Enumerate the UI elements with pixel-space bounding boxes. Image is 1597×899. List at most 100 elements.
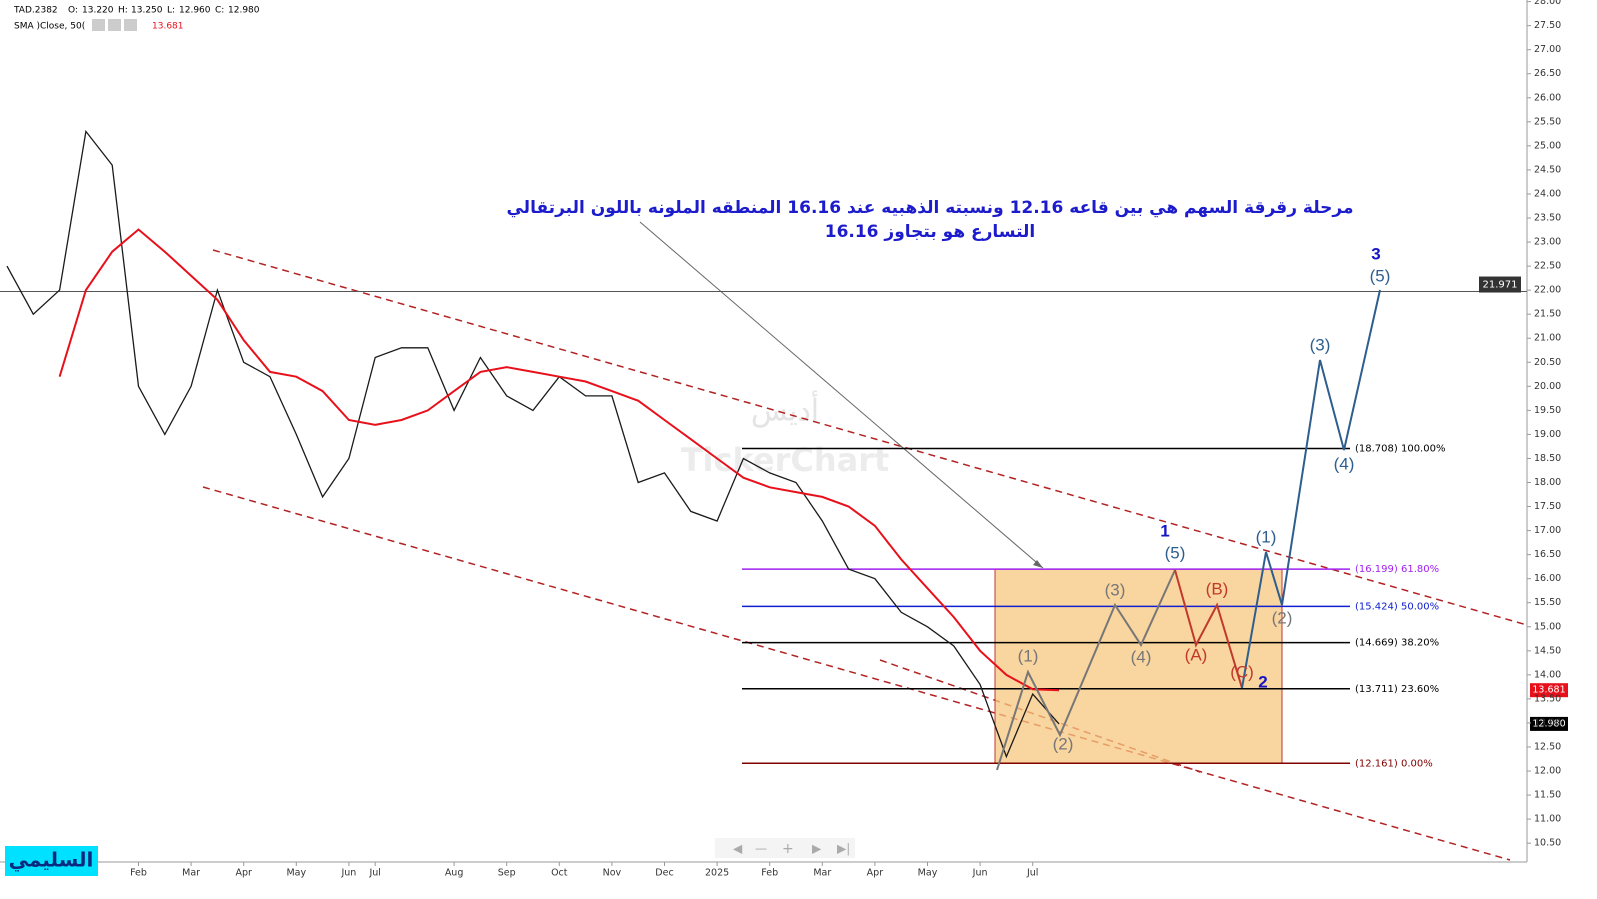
y-tick-label: 19.00 [1534,429,1561,440]
background-layer: أديس TickerChart [0,221,1528,861]
y-tick-label: 28.00 [1534,0,1561,7]
y-tick-label: 26.00 [1534,92,1561,103]
wave-label: (1) [1256,527,1277,546]
y-tick-label: 17.50 [1534,501,1561,512]
icon[interactable] [108,19,121,31]
channel-line [202,486,1511,861]
nav-bar[interactable] [715,838,855,858]
label: H: [118,6,128,16]
wave-label: (3) [1310,335,1331,354]
fib-label: (14.669) 38.20% [1355,638,1439,649]
wave-label: (4) [1131,647,1152,666]
y-tick-label: 12.00 [1534,766,1561,777]
nav-controls: ◀ — + ▶ ▶| [715,838,855,858]
wave-label: (2) [1053,734,1074,753]
x-tick-label: Apr [867,868,884,879]
y-tick-label: 22.00 [1534,285,1561,296]
y-tick-label: 25.50 [1534,116,1561,127]
x-tick-label: Aug [445,868,464,879]
signature-box [5,846,98,876]
icon[interactable] [92,19,105,31]
plot: (18.708) 100.00% (16.199) 61.80% (15.424) … [6,129,1445,769]
indicator: SMA )Close, 50( [14,22,85,32]
label: C: [215,6,224,16]
x-tick-label: Nov [603,868,622,879]
x-tick-label: Jul [1026,868,1038,879]
nav-button[interactable]: ▶ [812,842,822,856]
y-tick-label: 26.50 [1534,68,1561,79]
wave-label: (5) [1165,543,1186,562]
y-tick-label: 23.50 [1534,213,1561,224]
price-tag-label: 21.971 [1483,280,1518,291]
fib-label: (13.711) 23.60% [1355,684,1439,695]
icon[interactable] [124,19,137,31]
wave-path [1174,569,1243,689]
nav-button[interactable]: + [782,841,794,857]
zone [994,568,1283,764]
price-tag [1479,276,1521,293]
value: 12.980 [228,6,260,16]
x-tick-label: Oct [551,868,568,879]
y-tick-label: 10.50 [1534,838,1561,849]
label: L: [167,6,175,16]
wave-label: (5) [1370,266,1391,285]
wave-label: (C) [1230,662,1254,681]
y-tick-label: 21.00 [1534,333,1561,344]
y-tick-label: 15.50 [1534,597,1561,608]
x-tick-label: Mar [813,868,831,879]
wave-label: (B) [1206,579,1229,598]
wave-label: (2) [1272,608,1293,627]
x-tick-label: Feb [761,868,778,879]
y-tick-label: 20.00 [1534,381,1561,392]
annotation: مرحلة رقرقة السهم هي بين قاعه 12.16 ونسب… [506,198,1353,218]
annotation: التسارع هو بتجاوز 16.16 [825,222,1036,242]
series-line [58,228,1060,692]
y-tick-label: 21.50 [1534,309,1561,320]
y-tick-label: 12.50 [1534,741,1561,752]
y-tick-label: 23.00 [1534,237,1561,248]
nav-button[interactable]: ◀ [733,842,743,856]
y-tick-label: 22.50 [1534,261,1561,272]
y-tick-label: 11.00 [1534,814,1561,825]
wave-label: 2 [1258,672,1267,691]
y-tick-label: 19.50 [1534,405,1561,416]
x-tick-label: May [918,868,938,879]
watermark: TickerChart [681,441,890,479]
symbol: TAD.2382 [13,6,58,16]
wave-label: (3) [1105,580,1126,599]
nav-button[interactable]: — [755,842,767,856]
wave-label: 3 [1371,244,1380,263]
value: 12.960 [179,6,211,16]
header: TAD.2382 O: 13.220 H: 13.250 L: 12.960 C… [13,6,260,32]
series-line [6,129,1060,759]
price-tag-label: 12.980 [1532,718,1565,729]
x-tick-label: Sep [498,868,516,879]
y-tick-label: 16.50 [1534,549,1561,560]
fib-label: (12.161) 0.00% [1355,758,1433,769]
y-tick-label: 27.50 [1534,20,1561,31]
y-tick-label: 24.00 [1534,188,1561,199]
fib-label: (16.199) 61.80% [1355,564,1439,575]
wave-label: (4) [1334,454,1355,473]
arrow [639,221,1044,569]
tags: 21.971 13.681 12.980 [1479,276,1568,731]
y-tick-label: 13.00 [1534,717,1561,728]
x-tick-label: Jul [368,868,380,879]
x-tick-label: Jun [340,868,356,879]
x-tick-label: Dec [655,868,673,879]
y-tick-label: 25.00 [1534,140,1561,151]
x-tick-label: May [286,868,306,879]
indicator-value: 13.681 [152,22,184,32]
y-tick-label: 27.00 [1534,44,1561,55]
wave-path [1241,289,1381,689]
y-tick-label: 15.00 [1534,621,1561,632]
value: 13.250 [131,6,163,16]
nav-button[interactable]: ▶| [837,842,850,856]
x-tick-label: Apr [235,868,252,879]
y-tick-label: 18.00 [1534,477,1561,488]
x-tick-label: 2025 [705,868,729,879]
y-tick-label: 24.50 [1534,164,1561,175]
y-tick-label: 17.00 [1534,525,1561,536]
wave-label: 1 [1160,521,1169,540]
